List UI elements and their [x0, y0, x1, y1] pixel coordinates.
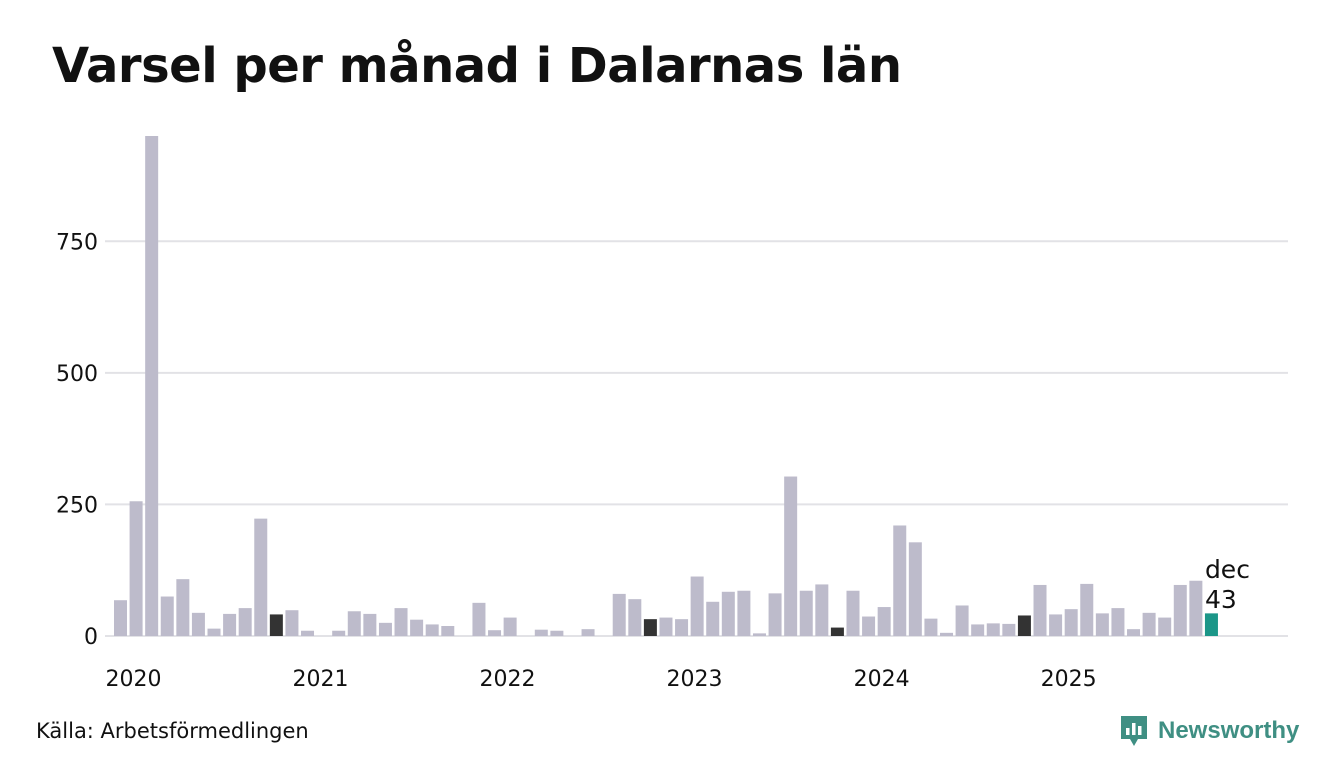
- newsworthy-logo-icon: [1121, 716, 1147, 746]
- x-tick-label: 2024: [854, 667, 910, 692]
- bar: [581, 629, 595, 636]
- y-tick-label: 250: [56, 493, 98, 518]
- bar: [706, 601, 720, 636]
- x-tick-label: 2021: [293, 667, 349, 692]
- bar: [799, 590, 813, 636]
- bar: [363, 613, 377, 636]
- bar: [815, 584, 829, 636]
- bar: [191, 612, 205, 636]
- bar: [1017, 615, 1031, 636]
- bar: [425, 624, 439, 636]
- bar: [628, 599, 642, 636]
- bar: [940, 632, 954, 636]
- y-axis-ticks: 0 250 500 750: [56, 230, 98, 650]
- bar: [534, 629, 548, 636]
- bars: [114, 136, 1218, 636]
- bar: [254, 518, 268, 636]
- x-tick-label: 2025: [1041, 667, 1097, 692]
- bar: [472, 602, 486, 636]
- bar: [1064, 609, 1078, 636]
- bar: [1111, 608, 1125, 636]
- bar: [176, 579, 190, 636]
- newsworthy-logo[interactable]: Newsworthy: [1118, 713, 1299, 749]
- bar: [114, 600, 127, 636]
- bar: [269, 614, 283, 636]
- bar: [1080, 583, 1094, 636]
- bar: [1033, 584, 1047, 636]
- bar: [752, 633, 766, 636]
- bar: [301, 630, 315, 636]
- bar: [1095, 613, 1109, 636]
- bar: [1189, 580, 1203, 636]
- bar: [332, 630, 346, 636]
- bar: [347, 611, 361, 636]
- bar: [737, 590, 751, 636]
- bar: [784, 476, 798, 636]
- bar: [1049, 614, 1063, 636]
- bar: [410, 619, 424, 636]
- bar: [830, 627, 844, 636]
- bar: [690, 576, 704, 636]
- bar: [643, 619, 657, 636]
- bar: [223, 613, 237, 636]
- bar: [862, 616, 876, 636]
- bar: [1158, 617, 1172, 636]
- bar: [488, 630, 502, 636]
- x-tick-label: 2023: [667, 667, 723, 692]
- highlight-month-label: dec: [1205, 555, 1250, 584]
- bar: [986, 623, 1000, 636]
- bar: [207, 628, 221, 636]
- source-note: Källa: Arbetsförmedlingen: [36, 719, 309, 743]
- bar: [893, 525, 907, 636]
- y-tick-label: 500: [56, 362, 98, 387]
- bar: [238, 608, 252, 636]
- brand-name: Newsworthy: [1158, 717, 1300, 744]
- bar: [503, 617, 517, 636]
- bar: [160, 596, 174, 636]
- bar: [675, 619, 689, 636]
- x-axis-ticks: 2020 2021 2022 2023 2024 2025: [106, 667, 1097, 692]
- chart-title: Varsel per månad i Dalarnas län: [52, 38, 902, 94]
- bar: [1002, 623, 1016, 636]
- bar: [129, 501, 143, 636]
- bar: [1173, 584, 1187, 636]
- x-tick-label: 2020: [106, 667, 162, 692]
- x-tick-label: 2022: [480, 667, 536, 692]
- bar: [550, 630, 564, 636]
- bar: [768, 593, 782, 636]
- y-tick-label: 0: [84, 625, 98, 650]
- bar: [877, 607, 891, 636]
- bar: [1127, 629, 1141, 636]
- bar: [612, 593, 626, 636]
- bar: [721, 591, 735, 636]
- bar: [924, 618, 938, 636]
- bar: [394, 608, 408, 636]
- bar: [971, 624, 985, 636]
- bar: [955, 605, 969, 636]
- bar: [145, 136, 159, 636]
- bar: [441, 626, 455, 636]
- bar: [378, 622, 392, 636]
- bar: [908, 542, 922, 636]
- bar: [846, 590, 860, 636]
- bar: [285, 610, 299, 636]
- bar: [1142, 612, 1156, 636]
- bar: [659, 617, 673, 636]
- y-tick-label: 750: [56, 230, 98, 255]
- highlight-value-label: 43: [1205, 585, 1237, 614]
- bar: [1204, 613, 1218, 636]
